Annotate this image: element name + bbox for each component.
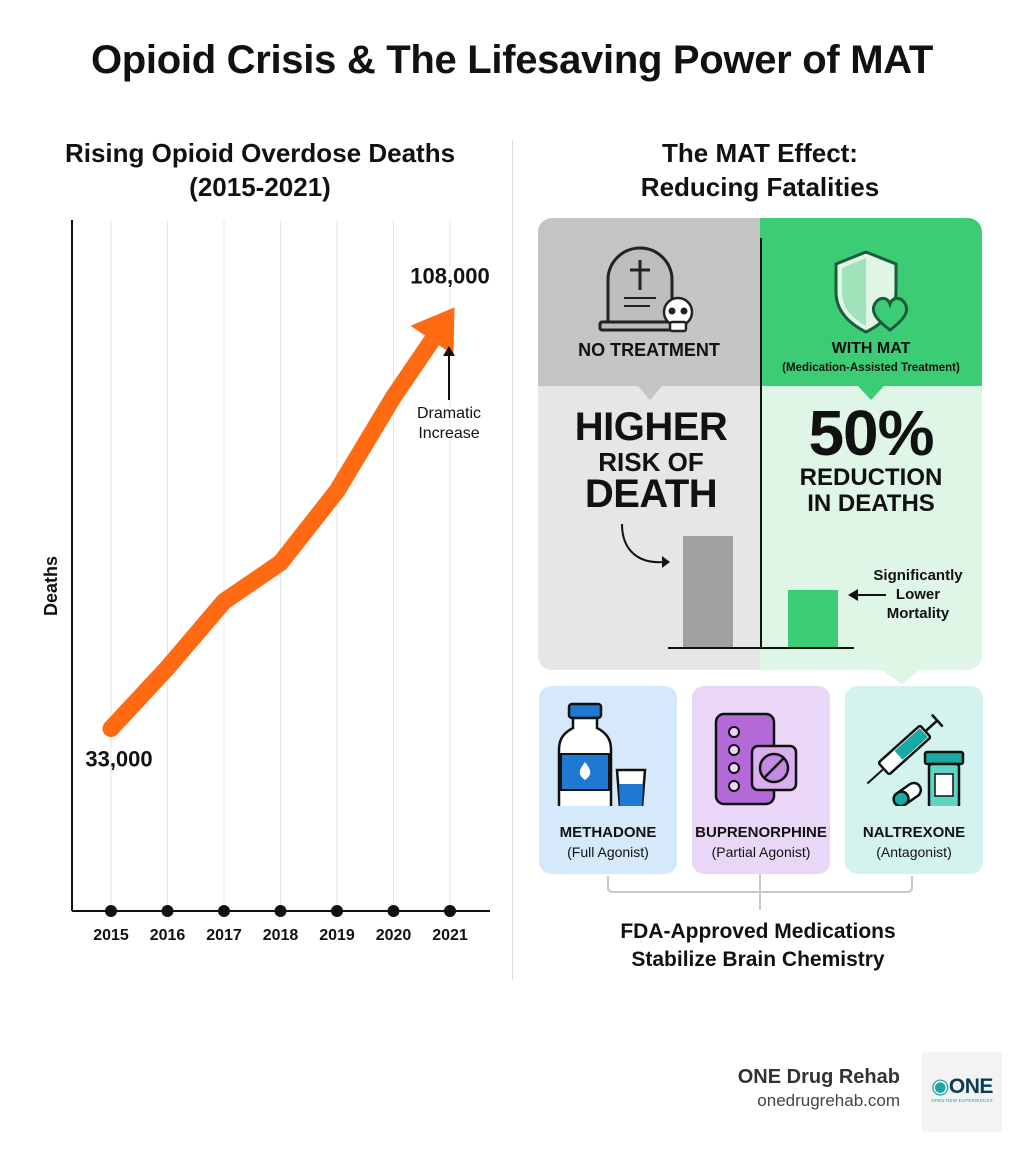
brand-url[interactable]: onedrugrehab.com [757, 1091, 900, 1110]
brand-logo-tagline: OPEN NEW EXPERIENCES [931, 1098, 993, 1103]
medication-name: NALTREXONE [862, 824, 966, 841]
x-tick-label-2019: 2019 [319, 927, 355, 944]
overdose-line-chart: Deaths 2015 2016 2017 2018 2019 2020 2021 33,0… [41, 220, 490, 944]
buprenorphine-pill-pack-icon [714, 712, 798, 806]
medication-name: BUPRENORPHINE [695, 824, 827, 841]
brand-logo-word: ONE [948, 1075, 994, 1098]
x-axis-point-2018 [274, 905, 287, 917]
x-axis-tick-labels: 2015 2016 2017 2018 2019 2020 2021 [93, 927, 468, 944]
x-axis-point-2017 [218, 905, 230, 917]
naltrexone-syringe-icon [866, 713, 965, 810]
naltrexone-card: NALTREXONE (Antagonist) [845, 686, 983, 874]
x-tick-label-2017: 2017 [206, 927, 242, 944]
death-text: DEATH [584, 472, 718, 516]
higher-text: HIGHER [574, 405, 728, 449]
x-axis-point-2021 [444, 905, 456, 917]
medication-type: (Antagonist) [876, 844, 952, 860]
medication-type: (Full Agonist) [567, 844, 649, 860]
with-mat-bar [788, 590, 838, 648]
x-axis-point-2015 [105, 905, 117, 917]
section-divider [512, 140, 513, 980]
medications-bracket [607, 874, 913, 910]
mortality-note: Significantly Lower Mortality [862, 566, 974, 623]
chart-subtitle-line1: Rising Opioid Overdose Deaths [64, 138, 456, 168]
x-axis-point-2020 [387, 905, 400, 917]
x-axis-point-2016 [161, 905, 174, 917]
annotation-line1: Dramatic [417, 405, 481, 422]
no-treatment-pointer [638, 386, 662, 400]
x-axis-point-2019 [331, 905, 343, 917]
medications-footer: FDA-Approved Medications Stabilize Brain… [560, 918, 956, 974]
x-tick-label-2015: 2015 [93, 927, 129, 944]
series-line-deaths [102, 331, 441, 738]
brand-logo-text: ◉ONE [922, 1074, 1002, 1099]
y-axis-label: Deaths [41, 556, 61, 616]
fifty-percent-text: 50% [808, 397, 934, 469]
buprenorphine-card: BUPRENORPHINE (Partial Agonist) [692, 686, 830, 874]
chart-subtitle: Rising Opioid Overdose Deaths (2015-2021… [40, 136, 480, 204]
skull-icon [662, 296, 694, 333]
end-value-label: 108,000 [410, 263, 490, 288]
with-mat-label: WITH MAT [831, 340, 911, 357]
x-tick-label-2021: 2021 [432, 927, 468, 944]
with-mat-sublabel: (Medication-Assisted Treatment) [782, 362, 960, 374]
chart-subtitle-line2: (2015-2021) [189, 172, 331, 202]
mat-subtitle: The MAT Effect: Reducing Fatalities [560, 136, 960, 204]
no-treatment-label: NO TREATMENT [578, 340, 720, 360]
medications-footer-line2: Stabilize Brain Chemistry [631, 948, 885, 971]
annotation-arrowhead [443, 346, 455, 356]
gravestone-icon [598, 246, 682, 332]
shield-heart-icon [834, 250, 909, 334]
brand-logo-ring-icon: ◉ [931, 1075, 949, 1098]
brand-block: ONE Drug Rehab onedrugrehab.com [640, 1066, 900, 1111]
brand-name: ONE Drug Rehab [737, 1066, 900, 1088]
no-treatment-bar [683, 536, 733, 648]
mat-comparison-graphics [598, 238, 920, 684]
start-value-label: 33,000 [85, 747, 152, 772]
x-tick-label-2018: 2018 [263, 927, 299, 944]
x-axis-points [105, 905, 456, 917]
in-deaths-text: IN DEATHS [807, 490, 935, 517]
reduction-text: REDUCTION [799, 464, 943, 491]
methadone-card: METHADONE (Full Agonist) [539, 686, 677, 874]
mortality-note-line1: Significantly [873, 567, 963, 584]
series-arrowhead [410, 307, 455, 356]
x-tick-label-2020: 2020 [376, 927, 412, 944]
x-tick-label-2016: 2016 [150, 927, 186, 944]
annotation-line2: Increase [418, 425, 479, 442]
risk-of-text: RISK OF [598, 447, 704, 477]
mortality-note-line3: Mortality [886, 605, 950, 622]
mat-subtitle-line1: The MAT Effect: [662, 138, 858, 168]
panel-bottom-pointer [882, 670, 920, 684]
medication-type: (Partial Agonist) [711, 844, 811, 860]
methadone-bottle-icon [557, 702, 647, 812]
mortality-note-line2: Lower [895, 586, 941, 603]
page-title: Opioid Crisis & The Lifesaving Power of … [90, 38, 933, 82]
curved-arrow [621, 523, 665, 564]
medication-name: METHADONE [559, 824, 657, 841]
with-mat-pointer [858, 386, 884, 400]
mat-subtitle-line2: Reducing Fatalities [640, 172, 880, 202]
medications-footer-line1: FDA-Approved Medications [620, 920, 896, 943]
brand-logo: ◉ONE OPEN NEW EXPERIENCES [922, 1052, 1002, 1132]
